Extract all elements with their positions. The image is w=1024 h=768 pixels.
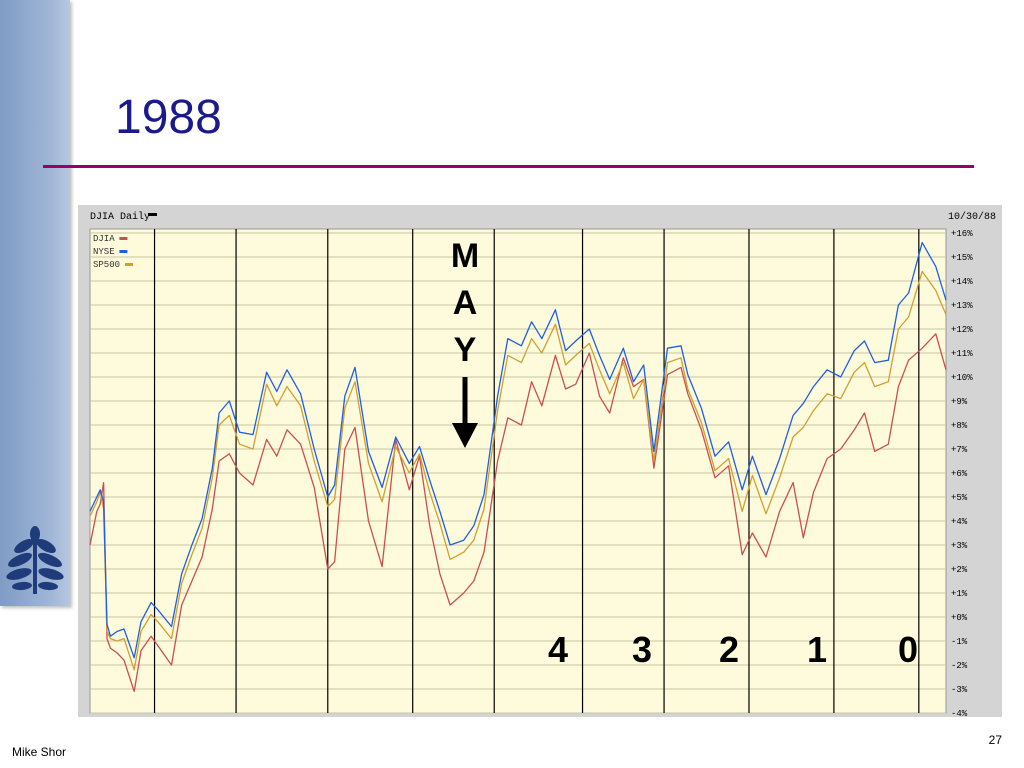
legend-label: DJIA [93,234,115,244]
y-tick-label: +0% [951,613,968,623]
y-tick-label: +10% [951,373,973,383]
may-letter: M [451,237,479,275]
y-tick-label: +6% [951,469,968,479]
chart-panel: DJIA Daily 10/30/88 DJIA NYSE SP500 +16% +1… [78,205,1002,717]
countdown-digit: 1 [807,629,827,670]
countdown-digit: 0 [898,629,918,670]
countdown-digit: 3 [632,629,652,670]
chart-date-label: 10/30/88 [948,211,996,223]
slide-title: 1988 [115,91,222,144]
series-line-sp500 [89,270,947,671]
series-line-djia [89,333,947,693]
sidebar-band [0,0,70,606]
y-tick-label: -1% [951,637,968,647]
y-tick-label: +14% [951,277,973,287]
may-letter: A [453,284,478,322]
y-tick-label: -4% [951,709,968,717]
plot-background [89,228,947,714]
legend-swatch [119,237,128,240]
y-tick-label: +7% [951,445,968,455]
countdown-digit: 2 [719,629,739,670]
line-chart: DJIA Daily 10/30/88 DJIA NYSE SP500 +16% +1… [89,211,996,717]
y-tick-label: +16% [951,229,973,239]
legend-swatch [119,250,128,253]
y-tick-label: +8% [951,421,968,431]
legend-label: SP500 [93,260,120,270]
y-tick-label: -3% [951,685,968,695]
legend-label: NYSE [93,247,115,257]
series-line-nyse [89,241,947,659]
chart-title-dash [148,213,157,216]
y-tick-label: +1% [951,589,968,599]
countdown-digit: 4 [548,629,568,670]
chart-title: DJIA Daily [90,211,150,223]
may-letter: Y [454,331,477,369]
y-tick-label: +3% [951,541,968,551]
may-arrow-head [452,423,478,448]
title-divider [43,165,974,168]
y-tick-label: +5% [951,493,968,503]
y-tick-label: +9% [951,397,968,407]
oak-leaf-logo-icon [6,526,64,594]
legend-swatch [125,263,133,266]
page-number: 27 [988,733,1002,747]
y-tick-label: -2% [951,661,968,671]
y-tick-label: +12% [951,325,973,335]
y-tick-label: +13% [951,301,973,311]
y-tick-label: +11% [951,349,973,359]
y-tick-label: +2% [951,565,968,575]
y-tick-label: +4% [951,517,968,527]
y-tick-label: +15% [951,253,973,263]
footer-author: Mike Shor [12,745,67,759]
